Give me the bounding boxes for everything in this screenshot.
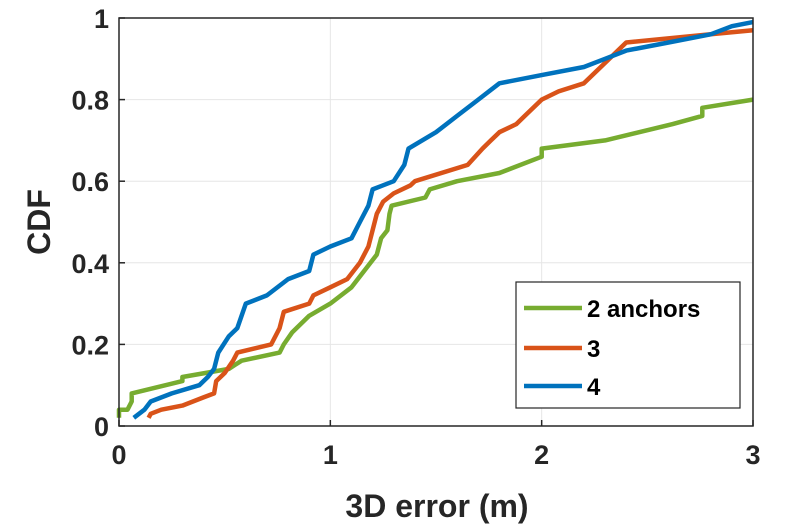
y-tick-label: 0.6: [71, 167, 109, 197]
series-line-3: [132, 19, 754, 420]
x-tick-label: 3: [745, 440, 760, 470]
y-tick-label: 0.4: [71, 249, 109, 279]
legend: 2 anchors 3 4: [515, 281, 741, 409]
series-line-2: [146, 27, 754, 419]
legend-label-2: 3: [587, 336, 600, 363]
series-line-1: [116, 97, 754, 418]
legend-label-3: 4: [587, 374, 601, 401]
plot-area-frame: [118, 17, 754, 427]
x-axis-title: 3D error (m): [345, 488, 528, 524]
y-tick-label: 0.8: [71, 86, 109, 116]
y-tick-label: 0: [94, 412, 109, 442]
y-tick-label: 1: [94, 4, 109, 34]
axis-ticks: [118, 17, 754, 427]
legend-label-1: 2 anchors: [587, 296, 700, 323]
x-tick-label: 0: [111, 440, 126, 470]
y-tick-label: 0.2: [71, 330, 109, 360]
y-axis-title: CDF: [21, 189, 57, 255]
x-tick-label: 1: [323, 440, 338, 470]
tick-labels: 0 1 2 3 0 0.2 0.4 0.6 0.8 1: [71, 4, 760, 470]
series-layer: [116, 19, 754, 420]
x-tick-label: 2: [534, 440, 549, 470]
